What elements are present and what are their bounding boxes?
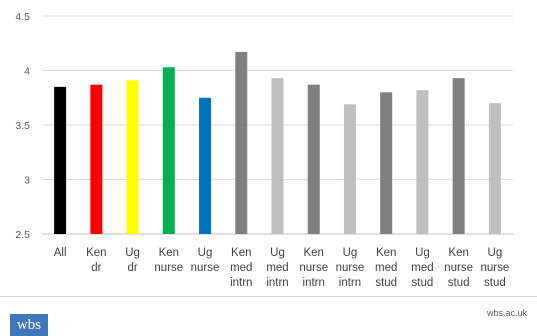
- bar: [452, 78, 465, 234]
- x-category-label: Ken nurse: [154, 247, 183, 274]
- y-tick-label: 2.5: [15, 229, 30, 241]
- site-url: wbs.ac.uk: [486, 308, 527, 318]
- x-category-label: Ken med intrn: [230, 247, 252, 289]
- wbs-logo: wbs: [10, 314, 48, 336]
- y-tick-label: 3: [24, 175, 30, 187]
- y-tick-label: 4.5: [15, 11, 30, 23]
- y-tick-label: 4: [24, 66, 30, 78]
- bar: [162, 67, 175, 234]
- x-category-label: Ug dr: [125, 247, 140, 274]
- x-category-label: All: [54, 247, 67, 259]
- y-tick-label: 3.5: [15, 120, 30, 132]
- bar: [488, 103, 501, 234]
- footer-divider: [0, 296, 537, 297]
- bar: [235, 51, 248, 234]
- bar: [126, 80, 139, 234]
- x-category-label: Ug med intrn: [266, 247, 288, 289]
- bar-chart: 2.5 3 3.5 4 4.5 All Ken dr Ug dr Ken nurse Ug nurse Ke…: [15, 11, 513, 289]
- bar: [307, 84, 320, 234]
- bar: [343, 104, 356, 234]
- x-category-label: Ug med stud: [411, 247, 433, 289]
- x-category-label: Ug nurse intrn: [336, 247, 365, 289]
- x-category-label: Ken nurse stud: [444, 247, 473, 289]
- x-category-label: Ken dr: [86, 247, 106, 274]
- bar: [380, 92, 393, 234]
- x-category-label: Ken nurse intrn: [299, 247, 328, 289]
- x-category-label: Ug nurse stud: [480, 247, 509, 289]
- x-category-label: Ug nurse: [191, 247, 220, 274]
- bar: [416, 90, 429, 235]
- x-category-label: Ken med stud: [375, 247, 397, 289]
- bar: [90, 84, 103, 234]
- bar: [199, 97, 212, 234]
- bar: [271, 78, 284, 234]
- bar: [54, 86, 67, 234]
